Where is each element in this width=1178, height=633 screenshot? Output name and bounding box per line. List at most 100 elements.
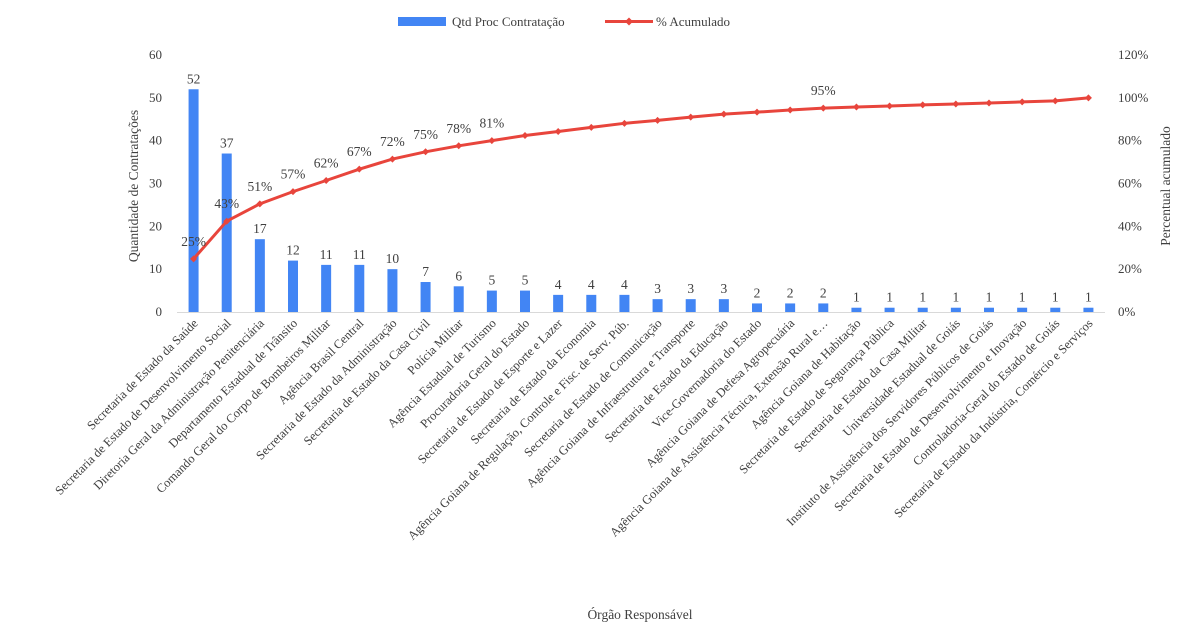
y2-tick-label: 100% — [1118, 90, 1149, 105]
legend-line-label: % Acumulado — [656, 14, 730, 29]
bar — [553, 294, 564, 312]
line-point — [1051, 97, 1059, 105]
bar-value-label: 3 — [720, 281, 727, 296]
bar-value-label: 2 — [787, 285, 794, 300]
bar-value-label: 11 — [320, 247, 333, 262]
bar — [1017, 307, 1028, 312]
line-point — [919, 101, 927, 109]
category-labels: Secretaria de Estado da SaúdeSecretaria … — [52, 316, 1095, 543]
bar-value-label: 1 — [853, 290, 860, 305]
line-point — [422, 148, 430, 156]
bar — [685, 299, 696, 312]
line-data-labels: 25% 43% 51% 57% 62% 67% 72% 75% 78% 81% 95% — [181, 83, 835, 249]
line-point — [223, 217, 231, 225]
y2-tick-label: 20% — [1118, 261, 1142, 276]
bar-series — [188, 89, 1094, 313]
bar-value-label: 3 — [654, 281, 661, 296]
line-value-label: 95% — [811, 83, 836, 98]
line-point — [554, 127, 562, 135]
line-point — [388, 155, 396, 163]
bar — [718, 299, 729, 312]
bar-value-label: 10 — [386, 251, 400, 266]
bar — [354, 264, 365, 312]
line-value-label: 67% — [347, 144, 372, 159]
bar-value-label: 1 — [1052, 290, 1059, 305]
bar-value-label: 1 — [952, 290, 959, 305]
line-value-label: 62% — [314, 156, 339, 171]
bar-value-label: 4 — [555, 277, 562, 292]
bar-value-label: 11 — [353, 247, 366, 262]
bar — [254, 239, 265, 312]
line-point — [952, 100, 960, 108]
line-value-label: 51% — [247, 179, 272, 194]
line-value-label: 57% — [281, 167, 306, 182]
line-point — [355, 165, 363, 173]
bar-value-label: 1 — [919, 290, 926, 305]
bar — [984, 307, 994, 312]
y-axis-ticks: 0 10 20 30 40 50 60 — [149, 47, 162, 319]
y2-axis-title: Percentual acumulado — [1158, 126, 1173, 246]
bar — [387, 269, 398, 312]
bar — [586, 294, 597, 312]
y-tick-label: 20 — [149, 218, 162, 233]
bar-value-label: 17 — [253, 221, 267, 236]
line-point — [620, 119, 628, 127]
bar — [884, 307, 895, 312]
bar-value-label: 37 — [220, 136, 234, 151]
bar — [288, 260, 298, 312]
line-point — [720, 110, 728, 118]
bar-value-label: 5 — [522, 273, 529, 288]
legend-line-marker — [625, 17, 633, 26]
bar — [652, 299, 663, 312]
line-point — [190, 255, 198, 263]
line-point — [256, 200, 264, 208]
bar-value-label: 12 — [286, 243, 300, 258]
bar-value-label: 1 — [986, 290, 993, 305]
bar-value-label: 7 — [422, 264, 429, 279]
line-point — [587, 123, 595, 131]
bar — [752, 303, 762, 312]
line-point — [687, 113, 695, 121]
line-point — [1018, 98, 1026, 106]
line-point — [521, 132, 529, 140]
y2-tick-label: 40% — [1118, 218, 1142, 233]
y-tick-label: 40 — [149, 133, 162, 148]
bar — [1050, 307, 1061, 312]
x-axis-title: Órgão Responsável — [587, 607, 692, 622]
legend-bar-swatch — [398, 17, 446, 26]
bar — [785, 303, 796, 312]
bar-value-label: 2 — [820, 285, 827, 300]
bar — [1083, 307, 1094, 312]
bar — [453, 286, 464, 312]
line-point — [1084, 94, 1092, 102]
y2-axis-ticks: 0% 20% 40% 60% 80% 100% 120% — [1118, 47, 1149, 319]
bar-value-label: 5 — [488, 273, 495, 288]
y-tick-label: 10 — [149, 261, 162, 276]
line-point — [886, 102, 894, 110]
line-point — [985, 99, 993, 107]
bar — [188, 89, 199, 313]
bar — [486, 290, 497, 312]
bar-value-label: 1 — [1085, 290, 1092, 305]
bar-value-label: 1 — [886, 290, 893, 305]
y-tick-label: 60 — [149, 47, 162, 62]
line-point — [654, 116, 662, 124]
bar — [420, 282, 431, 312]
line-value-label: 78% — [446, 121, 471, 136]
y2-tick-label: 80% — [1118, 133, 1142, 148]
bar — [851, 307, 862, 312]
line-series — [190, 94, 1092, 263]
line-point — [455, 142, 463, 150]
line-value-label: 72% — [380, 134, 405, 149]
line-point — [322, 177, 330, 185]
line-point — [753, 108, 761, 116]
bar-value-label: 6 — [455, 268, 462, 283]
y2-tick-label: 0% — [1118, 304, 1136, 319]
bar — [950, 307, 961, 312]
bar — [520, 290, 530, 312]
bar-value-label: 1 — [1019, 290, 1026, 305]
legend-bar-label: Qtd Proc Contratação — [452, 14, 565, 29]
